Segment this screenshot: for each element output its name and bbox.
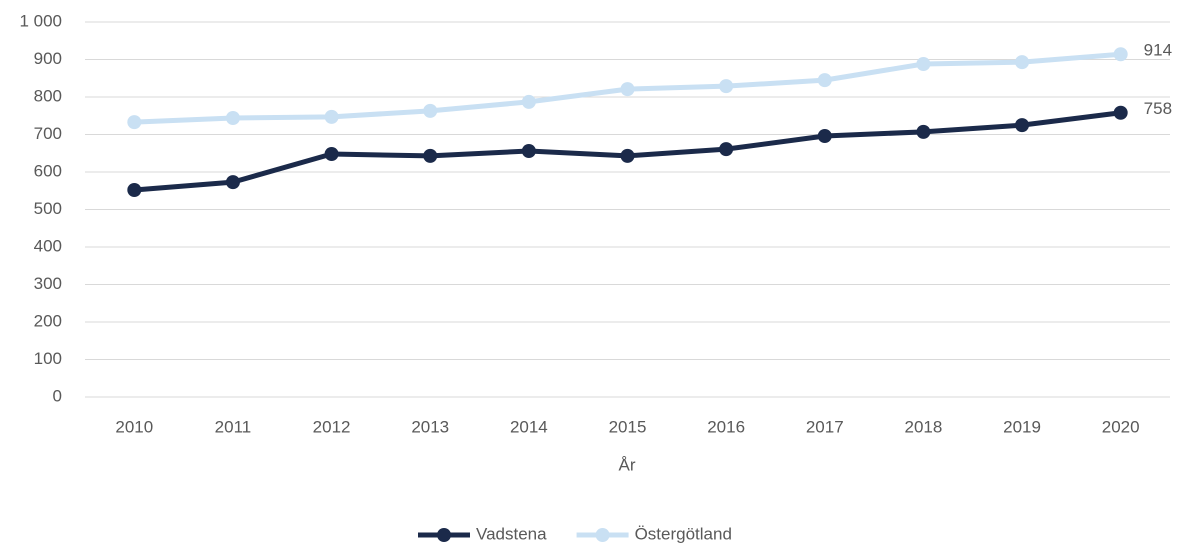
data-point: [1113, 47, 1128, 62]
data-point: [324, 109, 339, 124]
data-point: [817, 129, 832, 143]
data-point: [423, 148, 438, 163]
y-tick-label: 200: [34, 311, 62, 330]
data-point: [423, 103, 438, 118]
y-tick-label: 300: [34, 274, 62, 293]
data-label: 758: [1144, 99, 1172, 118]
x-tick-label: 2015: [609, 417, 647, 436]
y-tick-label: 700: [34, 124, 62, 143]
data-point: [521, 94, 536, 109]
data-point: [620, 148, 635, 163]
data-point: [719, 79, 734, 94]
data-point: [817, 73, 832, 88]
legend-marker: [437, 528, 451, 542]
data-point: [916, 57, 931, 71]
y-tick-label: 900: [34, 49, 62, 68]
legend-label: Östergötland: [635, 524, 732, 543]
x-tick-label: 2010: [115, 417, 153, 436]
x-tick-label: 2019: [1003, 417, 1041, 436]
x-tick-label: 2014: [510, 417, 548, 436]
data-point: [916, 124, 931, 139]
x-axis-label: År: [619, 455, 636, 474]
legend-label: Vadstena: [476, 524, 547, 543]
data-point: [127, 183, 142, 197]
data-point: [1113, 105, 1128, 120]
data-point: [225, 111, 240, 125]
data-point: [1015, 55, 1030, 70]
x-tick-label: 2020: [1102, 417, 1140, 436]
y-tick-label: 1 000: [19, 11, 62, 30]
y-tick-label: 100: [34, 349, 62, 368]
x-tick-label: 2017: [806, 417, 844, 436]
data-point: [225, 175, 240, 190]
y-tick-label: 500: [34, 199, 62, 218]
y-tick-label: 400: [34, 236, 62, 255]
data-point: [324, 147, 339, 161]
x-tick-label: 2011: [215, 417, 252, 436]
data-point: [620, 82, 635, 97]
data-point: [127, 115, 142, 130]
legend-marker: [595, 528, 610, 542]
data-point: [1015, 118, 1030, 133]
x-tick-label: 2018: [904, 417, 942, 436]
data-point: [719, 142, 734, 157]
y-tick-label: 0: [53, 386, 62, 405]
data-label: 914: [1144, 41, 1172, 60]
y-tick-label: 600: [34, 161, 62, 180]
data-point: [521, 144, 536, 158]
x-tick-label: 2013: [411, 417, 449, 436]
y-tick-label: 800: [34, 86, 62, 105]
x-tick-label: 2016: [707, 417, 745, 436]
x-tick-label: 2012: [313, 417, 351, 436]
